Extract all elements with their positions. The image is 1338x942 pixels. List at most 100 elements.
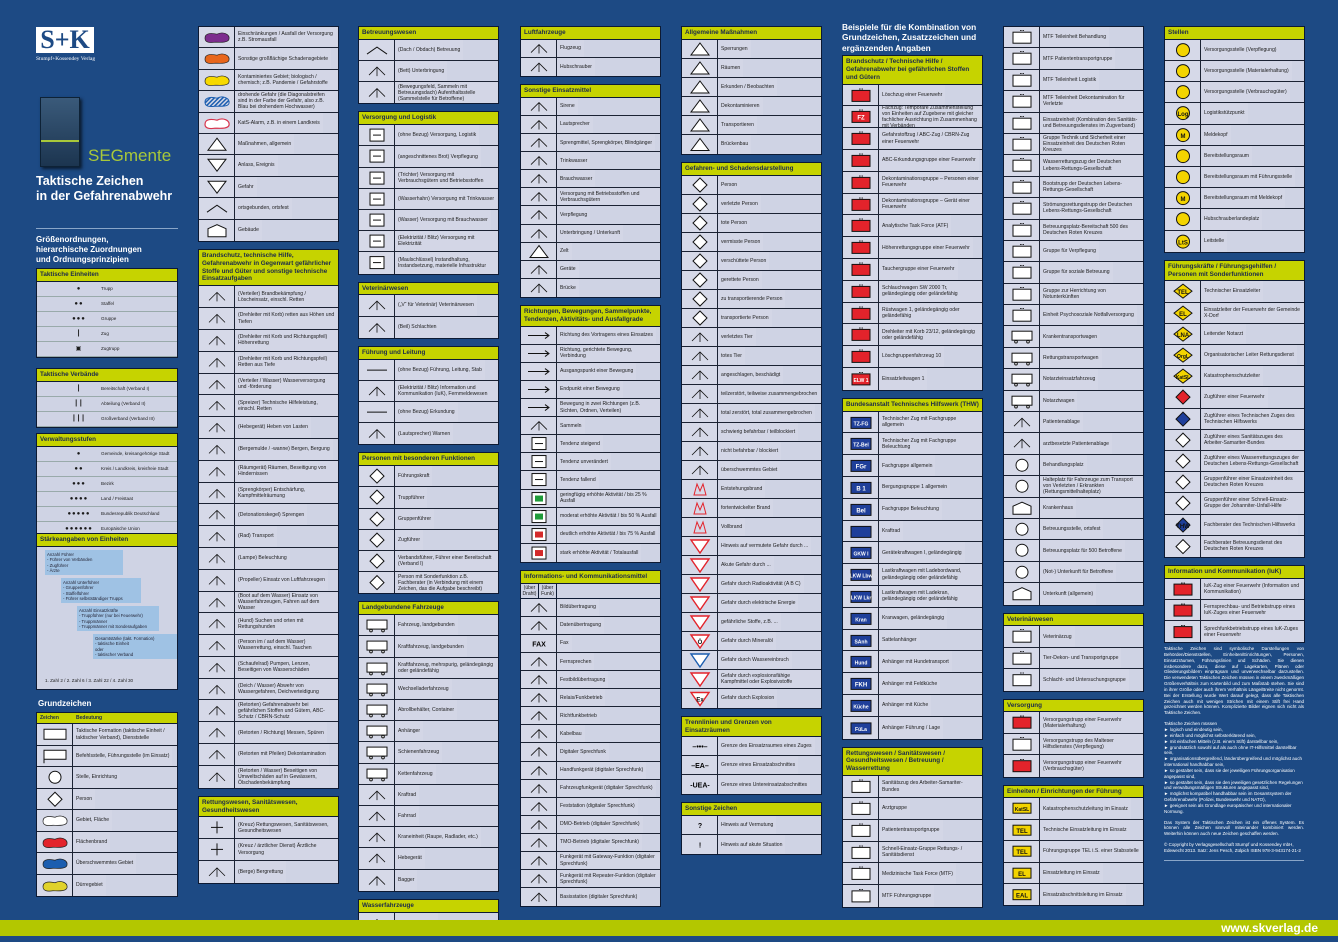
symbol-row: Trinkwasser	[521, 152, 660, 171]
icon-tag: THW	[1176, 524, 1190, 530]
icon-tag: LtS	[1178, 240, 1188, 246]
symbol-row: (Retorten / Wasser) Beseitigen von Umwel…	[199, 765, 338, 788]
symbol-label: Tier-Dekon- und Transportgruppe	[1040, 647, 1122, 669]
circle-icon	[1004, 476, 1040, 497]
symbol-label: Überschwemmtes Gebiet	[73, 853, 137, 874]
symbol-label: Hinweis auf akute Situation	[718, 835, 786, 855]
symbol-row: LtS Leitstelle	[1165, 230, 1304, 252]
ytag-icon: TEL	[1004, 841, 1040, 862]
symbol-row: FKH Anhänger mit Feldküche	[843, 673, 982, 695]
symbol-row: (Verteiler / Wasser) Wasserversorgung un…	[199, 373, 338, 396]
publisher-url-link[interactable]: www.skverlag.de	[1221, 921, 1318, 935]
symbol-label: Dekontaminieren	[718, 96, 763, 115]
symbol-row: (Kreuz) Rettungswesen, Sanitätswesen, Ge…	[199, 817, 338, 840]
fire-unit-icon: •••	[1165, 621, 1201, 643]
symbol-table-section: Information und Kommunikation (IuK) ••• Iu…	[1164, 564, 1305, 644]
symbol-label: drohende Gefahr (die Diagonalstreifen si…	[235, 91, 338, 112]
symbol-label: Kraftfahrzeug, landgebunden	[395, 636, 467, 657]
symbol-row: Bel Fachgruppe Beleuchtung	[843, 498, 982, 521]
list-item: ●● Staffel	[37, 297, 177, 312]
symbol-label: Gebäude	[235, 219, 262, 241]
symbol-label: (Rad) Transport	[235, 526, 277, 547]
text-sign-icon: –EA–	[682, 756, 718, 775]
symbol-row: ••• Arztgruppe	[843, 797, 982, 820]
symbol-label: MTF Führungsgruppe	[879, 885, 935, 907]
einheiten-box: Taktische Einheiten ● Trupp ●● Staffel ●●● Gru…	[36, 268, 178, 358]
ytag-icon: TEL	[1004, 819, 1040, 841]
symbol-row: Sirene	[521, 97, 660, 116]
symbol-row: ••• ABC-Erkundungsgruppe einer Feuerwehr	[843, 149, 982, 172]
tactical-symbol-icon	[521, 417, 557, 435]
symbol-label: Kranwagen, geländegängig	[879, 607, 948, 629]
symbol-row: nicht befahrbar / blockiert	[682, 441, 821, 461]
symbol-label: gefährliche Stoffe, z.B. ...	[718, 612, 781, 631]
diamond-icon	[359, 529, 395, 551]
fire-unit-icon: •••	[843, 193, 879, 215]
column-7: ••• MTF Teileinheit Behandlung ••• MTF Pati…	[1003, 26, 1144, 913]
symbol-row: Küche Anhänger mit Küche	[843, 694, 982, 717]
tactical-symbol-icon	[199, 482, 235, 504]
symbol-label: (Retorten) Gefahrenabwehr bei gefährlich…	[235, 700, 338, 722]
vehicle-icon	[359, 615, 395, 636]
icon-tag: Bel	[856, 508, 866, 514]
symbol-label: (Boot auf dem Wasser) Einsatz von Wasser…	[235, 591, 338, 613]
symbol-label: Betreuungsplatz-Bereitschaft 500 des Deu…	[1040, 219, 1143, 240]
symbol-label: (ohne Bezug) Führung, Leitung, Stab	[395, 359, 485, 380]
symbol-label: Verbandsführer, Führer einer Bereitschaf…	[395, 551, 498, 572]
symbol-label: nicht befahrbar / blockiert	[718, 441, 782, 460]
icon-tag: GKW I	[853, 552, 869, 558]
size-marker-icon: ▣	[75, 346, 83, 353]
thw-unit-icon: Kran	[843, 607, 879, 629]
symbol-label: Funkgerät mit Gateway-Funktion (digitale…	[557, 852, 660, 870]
section-header: Stellen	[1165, 27, 1304, 40]
symbol-row: (Not-) Unterkunft für Betroffene	[1004, 561, 1143, 584]
leader-icon: KatSL	[1165, 366, 1201, 387]
symbol-label: Gruppenführer einer Schnell-Einsatz-Grup…	[1201, 493, 1304, 514]
symbol-row: Gebäude	[199, 219, 338, 241]
section-header: Luftfahrzeuge	[521, 27, 660, 40]
symbol-row: DMO-Betrieb (digitaler Sprechfunk)	[521, 815, 660, 834]
symbol-table-section: Personen mit besonderen Funktionen Führun…	[358, 452, 499, 595]
square-icon	[359, 231, 395, 252]
symbol-label: überschwemmtes Gebiet	[718, 460, 781, 479]
symbol-label: zu transportierende Person	[718, 289, 786, 308]
symbol-label: Brücke	[557, 278, 579, 297]
symbol-label: (Drehleiter mit Korb und Richtungspfeil)…	[235, 329, 338, 351]
blob-icon	[199, 69, 235, 91]
symbol-label: (Bewegungsfeld, Sammeln mit Betreuungsda…	[395, 82, 498, 104]
tactical-symbol-icon	[521, 761, 557, 779]
symbol-label: Gefahr durch explosionsfähige Kampfmitte…	[718, 669, 821, 688]
svg-text:•••: •••	[858, 864, 863, 869]
tactical-symbol-icon	[1004, 412, 1040, 433]
symbol-row: Taktische Formation (taktische Einheit /…	[37, 724, 177, 746]
symbol-label: verschüttete Person	[718, 251, 770, 270]
symbol-label: Stelle, Einrichtung	[73, 767, 121, 788]
tactical-symbol-icon	[199, 351, 235, 373]
symbol-label: Dekontaminationsgruppe – Personen einer …	[879, 171, 982, 193]
symbol-row: Person mit Sonderfunktion z.B. Fachberat…	[359, 572, 498, 594]
square-icon	[359, 167, 395, 188]
tactical-symbol-icon	[199, 744, 235, 765]
symbol-label: Person	[73, 788, 96, 810]
symbol-label: Krankenhaus	[1040, 497, 1077, 518]
tactical-symbol-icon	[199, 373, 235, 395]
arrow-icon	[521, 344, 557, 362]
svg-text:•••: •••	[1019, 284, 1024, 289]
symbol-row: vermisste Person	[682, 232, 821, 252]
size-marker-icon: ┃	[76, 331, 82, 338]
list-item: ► grundsätzlich sowohl auf als auch ohne…	[1164, 744, 1297, 756]
symbol-row: Festbildübertragung	[521, 671, 660, 690]
tactical-symbol-icon	[359, 82, 395, 104]
symbol-label: Tendenz unverändert	[557, 453, 611, 471]
list-item: ● Trupp	[37, 282, 177, 297]
unit-box-icon: •••	[1004, 155, 1040, 176]
leader-icon: THW	[1165, 514, 1201, 535]
item-label: Gemeinde, kreisangehörige Stadt	[101, 451, 170, 457]
tactical-symbol-icon	[521, 616, 557, 634]
symbol-row: (Bergemulde / -wanne) Bergen, Bergung	[199, 438, 338, 461]
arrow-icon	[521, 380, 557, 399]
thw-unit-icon: FGr	[843, 455, 879, 476]
symbol-row: Geräte	[521, 260, 660, 279]
item-label: Großverband (Verband III)	[101, 416, 155, 422]
symbol-label: (Retorten / Wasser) Beseitigen von Umwel…	[235, 765, 338, 788]
